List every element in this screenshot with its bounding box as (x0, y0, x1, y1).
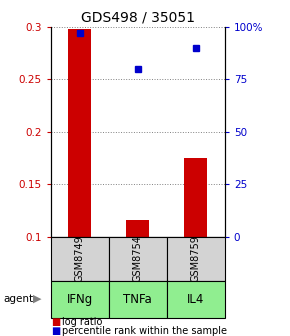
Text: ■: ■ (51, 317, 60, 327)
Bar (109, 237, 167, 281)
Text: GSM8759: GSM8759 (191, 235, 201, 282)
Text: percentile rank within the sample: percentile rank within the sample (62, 326, 227, 336)
Bar (51, 281, 109, 318)
Bar (126, 220, 149, 237)
Bar (109, 281, 167, 318)
Text: TNFa: TNFa (123, 293, 152, 305)
Bar (167, 281, 225, 318)
Bar (184, 158, 207, 237)
Text: GSM8749: GSM8749 (75, 235, 85, 282)
Bar (51, 237, 109, 281)
Text: log ratio: log ratio (62, 317, 103, 327)
Bar (68, 29, 91, 237)
Text: ▶: ▶ (33, 294, 42, 304)
Text: GSM8754: GSM8754 (133, 235, 143, 282)
Title: GDS498 / 35051: GDS498 / 35051 (81, 10, 195, 24)
Text: ■: ■ (51, 326, 60, 336)
Bar (167, 237, 225, 281)
Text: IFNg: IFNg (67, 293, 93, 305)
Text: agent: agent (3, 294, 33, 304)
Text: IL4: IL4 (187, 293, 204, 305)
